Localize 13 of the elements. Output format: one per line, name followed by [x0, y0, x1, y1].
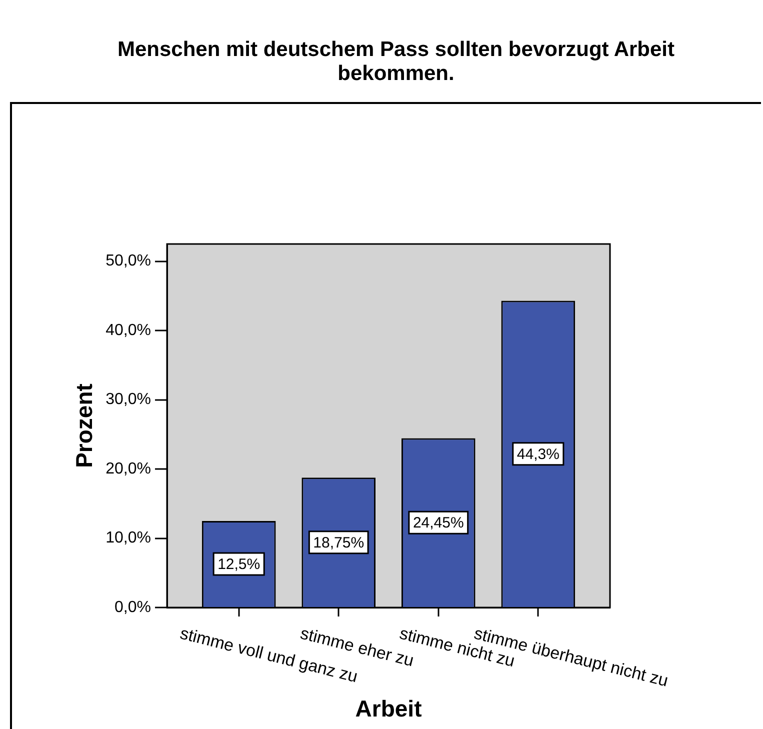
- data-label: 24,45%: [412, 514, 464, 532]
- y-tick-label: 50,0%: [106, 252, 151, 270]
- data-label: 18,75%: [313, 534, 364, 552]
- data-label: 44,3%: [516, 446, 560, 464]
- data-label: 12,5%: [218, 556, 260, 574]
- y-axis-title: Prozent: [71, 383, 98, 468]
- chart-title: Menschen mit deutschem Pass sollten bevorzugt Arbeit bekommen.: [116, 38, 676, 86]
- y-tick-label: 0,0%: [114, 598, 151, 616]
- x-axis-title: Arbeit: [355, 696, 422, 722]
- y-tick-label: 30,0%: [106, 391, 151, 408]
- y-tick-label: 40,0%: [106, 322, 151, 339]
- y-tick-label: 10,0%: [106, 530, 151, 547]
- y-tick-label: 20,0%: [106, 460, 151, 478]
